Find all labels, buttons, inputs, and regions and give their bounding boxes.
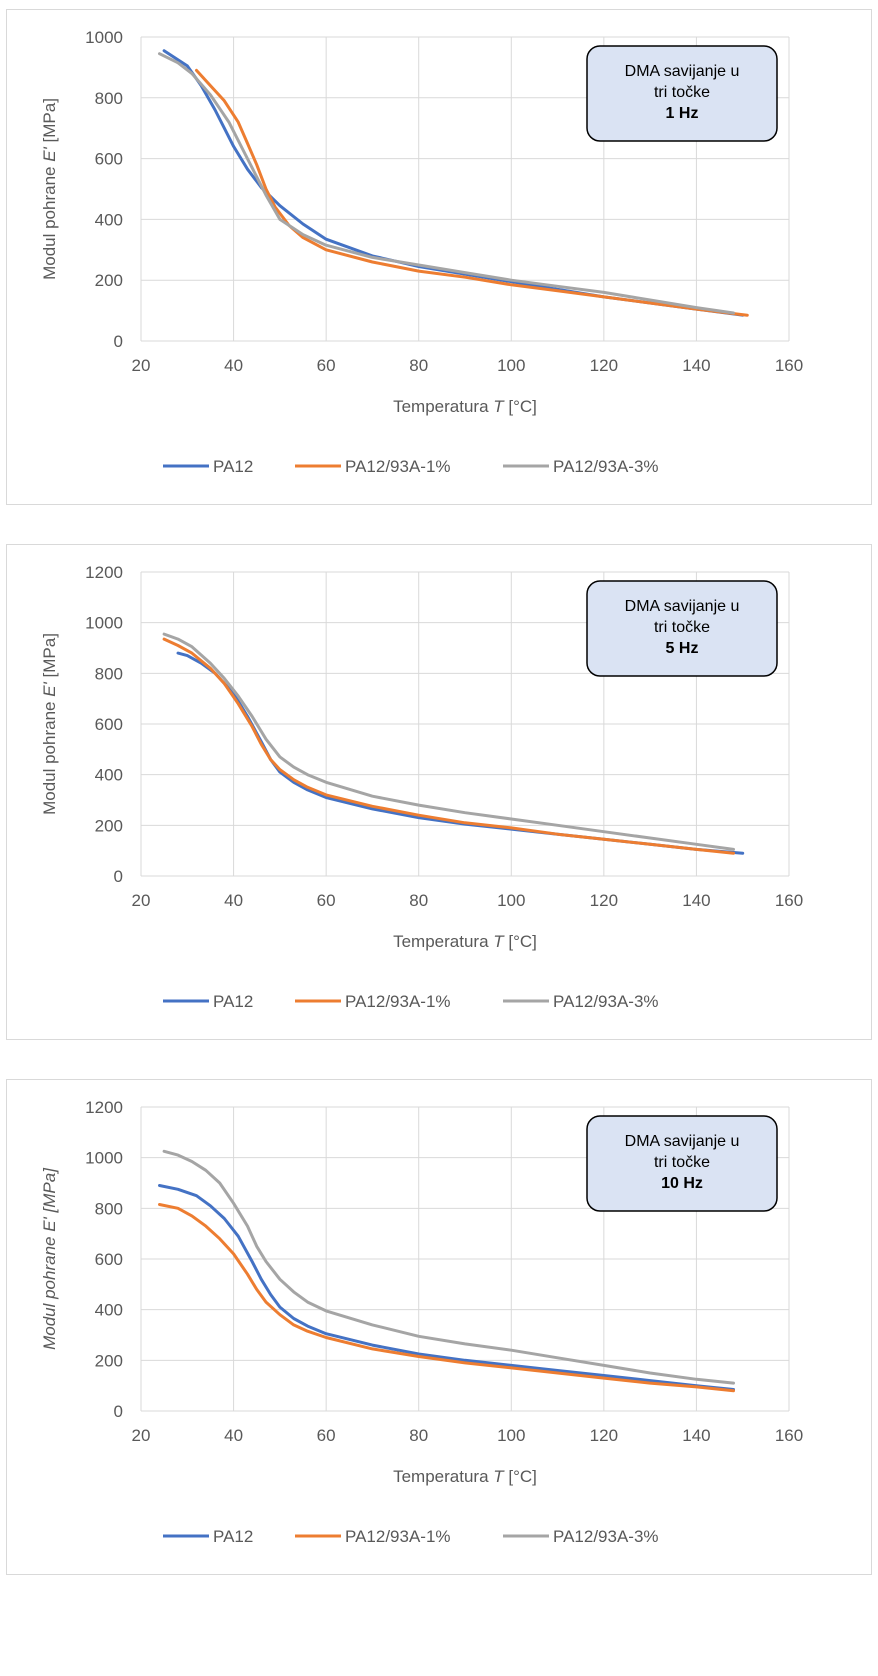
annotation-box xyxy=(586,580,778,677)
y-tick-label: 400 xyxy=(95,766,123,785)
legend-label: PA12 xyxy=(213,1527,253,1546)
y-tick-label: 0 xyxy=(114,1402,123,1421)
x-axis-title: Temperatura T [°C] xyxy=(393,1467,537,1486)
y-axis-title: Modul pohrane E' [MPa] xyxy=(40,633,59,815)
legend-label: PA12/93A-3% xyxy=(553,457,659,476)
x-tick-label: 60 xyxy=(317,891,336,910)
y-tick-label: 800 xyxy=(95,664,123,683)
legend-label: PA12/93A-1% xyxy=(345,992,451,1011)
annotation-text: 10 Hz xyxy=(661,1175,703,1192)
x-tick-label: 160 xyxy=(775,891,803,910)
y-tick-label: 200 xyxy=(95,816,123,835)
annotation-box xyxy=(586,1115,778,1212)
y-tick-label: 600 xyxy=(95,150,123,169)
legend-label: PA12 xyxy=(213,992,253,1011)
y-tick-label: 200 xyxy=(95,271,123,290)
x-tick-label: 160 xyxy=(775,356,803,375)
x-tick-label: 40 xyxy=(224,356,243,375)
x-tick-label: 140 xyxy=(682,356,710,375)
annotation-box xyxy=(586,45,778,142)
x-tick-label: 140 xyxy=(682,891,710,910)
x-tick-label: 160 xyxy=(775,1426,803,1445)
y-tick-label: 800 xyxy=(95,89,123,108)
series-line-pa12-93a-3 xyxy=(162,1149,735,1385)
legend-label: PA12/93A-1% xyxy=(345,1527,451,1546)
legend-label: PA12/93A-3% xyxy=(553,1527,659,1546)
x-tick-label: 100 xyxy=(497,891,525,910)
annotation-text: DMA savijanje u xyxy=(625,598,740,615)
chart-svg: 20 40 60 80 100 120 140 160 0 200 400 600 800 1000 120… xyxy=(40,563,803,1011)
annotation-text: tri točke xyxy=(654,619,710,636)
y-tick-label: 1000 xyxy=(85,28,123,47)
x-tick-label: 20 xyxy=(132,356,151,375)
series-line-pa12-93a-1 xyxy=(158,1203,735,1393)
series-line-pa12 xyxy=(158,1184,735,1391)
legend-label: PA12/93A-1% xyxy=(345,457,451,476)
series-line-pa12-93a-3 xyxy=(158,52,735,315)
y-tick-label: 600 xyxy=(95,715,123,734)
x-tick-label: 20 xyxy=(132,891,151,910)
y-tick-label: 400 xyxy=(95,1301,123,1320)
chart-panel-5hz: 20 40 60 80 100 120 140 160 0 200 400 600 800 1000 120… xyxy=(6,544,872,1040)
y-tick-label: 200 xyxy=(95,1351,123,1370)
chart-panel-10hz: 20 40 60 80 100 120 140 160 0 200 400 600 800 1000 120… xyxy=(6,1079,872,1575)
y-tick-label: 1200 xyxy=(85,1098,123,1117)
annotation-text: DMA savijanje u xyxy=(625,63,740,80)
annotation-text: tri točke xyxy=(654,84,710,101)
y-tick-label: 800 xyxy=(95,1199,123,1218)
x-tick-label: 80 xyxy=(409,356,428,375)
series-line-pa12-93a-3 xyxy=(162,632,735,851)
x-tick-label: 120 xyxy=(590,891,618,910)
y-axis-title: Modul pohrane E' [MPa] xyxy=(40,1167,59,1350)
legend-label: PA12 xyxy=(213,457,253,476)
x-tick-label: 140 xyxy=(682,1426,710,1445)
x-axis-title: Temperatura T [°C] xyxy=(393,397,537,416)
y-axis-title: Modul pohrane E' [MPa] xyxy=(40,98,59,280)
y-tick-label: 0 xyxy=(114,332,123,351)
y-tick-label: 1200 xyxy=(85,563,123,582)
y-tick-label: 1000 xyxy=(85,1149,123,1168)
y-tick-label: 1000 xyxy=(85,614,123,633)
y-tick-label: 400 xyxy=(95,210,123,229)
x-tick-label: 80 xyxy=(409,891,428,910)
x-tick-label: 80 xyxy=(409,1426,428,1445)
y-tick-label: 0 xyxy=(114,867,123,886)
annotation-text: tri točke xyxy=(654,1154,710,1171)
legend-label: PA12/93A-3% xyxy=(553,992,659,1011)
annotation-text: 1 Hz xyxy=(666,105,699,122)
x-tick-label: 120 xyxy=(590,1426,618,1445)
x-tick-label: 120 xyxy=(590,356,618,375)
series-line-pa12-93a-1 xyxy=(195,68,749,317)
x-tick-label: 40 xyxy=(224,891,243,910)
chart-panel-1hz: 20 40 60 80 100 120 140 160 0 200 400 600 800 1000 Tem… xyxy=(6,9,872,505)
x-tick-label: 100 xyxy=(497,1426,525,1445)
x-axis-title: Temperatura T [°C] xyxy=(393,932,537,951)
chart-svg: 20 40 60 80 100 120 140 160 0 200 400 600 800 1000 Tem… xyxy=(40,28,803,476)
x-tick-label: 60 xyxy=(317,356,336,375)
x-tick-label: 40 xyxy=(224,1426,243,1445)
series-line-pa12-93a-1 xyxy=(162,637,735,855)
chart-svg: 20 40 60 80 100 120 140 160 0 200 400 600 800 1000 120… xyxy=(40,1098,803,1546)
x-tick-label: 60 xyxy=(317,1426,336,1445)
annotation-text: 5 Hz xyxy=(666,640,699,657)
x-tick-label: 20 xyxy=(132,1426,151,1445)
x-tick-label: 100 xyxy=(497,356,525,375)
annotation-text: DMA savijanje u xyxy=(625,1133,740,1150)
y-tick-label: 600 xyxy=(95,1250,123,1269)
